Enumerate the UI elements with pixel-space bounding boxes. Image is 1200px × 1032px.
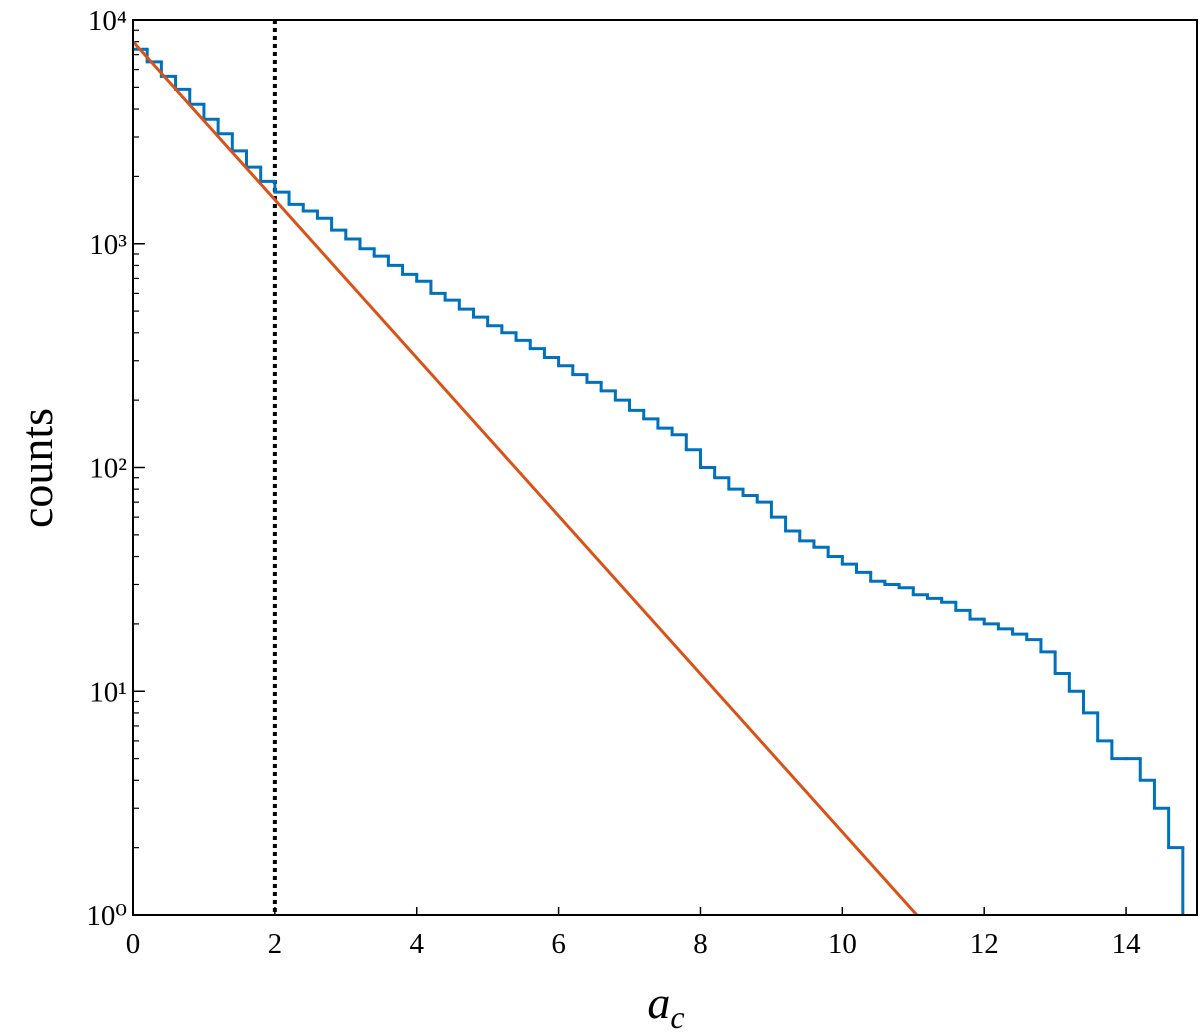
x-tick-label: 12 [970,928,999,960]
x-tick-label: 4 [409,928,424,960]
x-tick-label: 0 [126,928,141,960]
x-tick-label: 14 [1112,928,1142,960]
x-tick-label: 2 [268,928,283,960]
x-axis-label-base: a [647,977,670,1028]
histogram-connector [145,49,1185,915]
y-tick-label: 10⁴ [88,5,127,37]
plot-frame [132,19,1198,916]
x-tick-label: 10 [828,928,857,960]
y-tick-label: 10² [89,453,127,485]
y-tick-label: 10³ [89,229,127,261]
x-tick-label: 6 [551,928,566,960]
fit-line [133,40,918,915]
plot-area [133,20,1185,915]
y-tick-label: 10¹ [89,676,127,708]
y-tick-label: 10⁰ [86,900,127,932]
x-axis-label: ac [647,977,684,1032]
x-axis-label-sub: c [670,999,684,1032]
x-tick-label: 8 [693,928,708,960]
y-axis-label: counts [11,408,62,528]
